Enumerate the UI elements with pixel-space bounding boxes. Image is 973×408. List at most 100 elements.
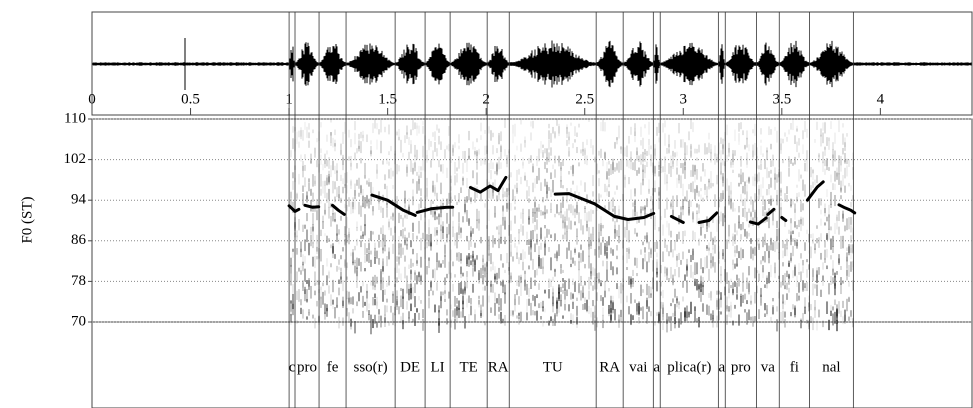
- spectrogram-cell: [832, 142, 834, 150]
- spectrogram-cell: [518, 228, 520, 234]
- spectrogram-cell: [646, 235, 648, 244]
- spectrogram-cell: [846, 298, 848, 312]
- spectrogram-cell: [300, 130, 302, 140]
- spectrogram-cell: [454, 175, 456, 186]
- spectrogram-cell: [488, 126, 490, 134]
- spectrogram-cell: [822, 320, 824, 328]
- spectrogram-cell: [732, 236, 734, 241]
- spectrogram-cell: [418, 175, 420, 184]
- spectrogram-cell: [750, 300, 752, 305]
- spectrogram-cell: [472, 228, 474, 234]
- spectrogram-cell: [672, 209, 674, 217]
- spectrogram-cell: [530, 121, 532, 127]
- spectrogram-cell: [384, 183, 386, 190]
- spectrogram-cell: [412, 163, 414, 173]
- spectrogram-cell: [684, 162, 686, 171]
- spectrogram-cell: [844, 167, 846, 179]
- spectrogram-cell: [512, 188, 514, 201]
- spectrogram-cell: [414, 270, 416, 275]
- spectrogram-cell: [300, 270, 302, 275]
- spectrogram-cell: [832, 306, 834, 311]
- spectrogram-cell: [592, 226, 594, 235]
- spectrogram-cell: [604, 245, 606, 255]
- spectrogram-cell: [344, 184, 346, 189]
- spectrogram-cell: [796, 128, 798, 132]
- spectrogram-cell: [612, 249, 614, 256]
- spectrogram-cell: [794, 203, 796, 213]
- spectrogram-cell: [444, 255, 446, 268]
- spectrogram-cell: [408, 288, 410, 301]
- spectrogram-cell: [314, 180, 316, 185]
- spectrogram-cell: [784, 243, 786, 257]
- spectrogram-cell: [538, 254, 540, 267]
- spectrogram-cell: [516, 252, 518, 260]
- spectrogram-cell: [420, 256, 422, 268]
- spectrogram-cell: [666, 313, 668, 324]
- spectrogram-cell: [660, 167, 662, 174]
- spectrogram-cell: [546, 168, 548, 173]
- spectrogram-cell: [814, 248, 816, 254]
- spectrogram-cell: [832, 149, 834, 159]
- spectrogram-cell: [602, 319, 604, 329]
- spectrogram-cell: [560, 211, 562, 219]
- spectrogram-cell: [290, 304, 292, 316]
- spectrogram-cell: [642, 206, 644, 211]
- spectrogram-cell: [504, 236, 506, 245]
- spectrogram-cell: [290, 300, 292, 304]
- spectrogram-cell: [308, 278, 310, 287]
- spectrogram-cell: [790, 218, 792, 232]
- spectrogram-cell: [850, 310, 852, 320]
- spectrogram-cell: [476, 138, 478, 143]
- spectrogram-cell: [600, 122, 602, 132]
- spectrogram-cell: [616, 163, 618, 171]
- spectrogram-cell: [664, 272, 666, 277]
- spectrogram-cell: [690, 170, 692, 177]
- spectrogram-cell: [324, 153, 326, 165]
- spectrogram-cell: [566, 139, 568, 146]
- spectrogram-cell: [406, 208, 408, 219]
- spectrogram-cell: [520, 276, 522, 284]
- spectrogram-cell: [366, 299, 368, 312]
- spectrogram-cell: [580, 252, 582, 263]
- spectrogram-cell: [498, 188, 500, 195]
- x-tick-label: 0.5: [181, 91, 200, 107]
- spectrogram-cell: [492, 162, 494, 170]
- spectrogram-cell: [790, 122, 792, 130]
- spectrogram-cell: [336, 233, 338, 242]
- spectrogram-cell: [302, 282, 304, 288]
- spectrogram-cell: [334, 181, 336, 190]
- spectrogram-cell: [324, 209, 326, 214]
- x-tick-label: 4: [877, 91, 885, 107]
- spectrogram-cell: [576, 146, 578, 154]
- spectrogram-cell: [764, 159, 766, 170]
- spectrogram-cell: [688, 131, 690, 141]
- spectrogram-cell: [382, 261, 384, 275]
- spectrogram-cell: [840, 155, 842, 166]
- spectrogram-cell: [344, 203, 346, 209]
- spectrogram-cell: [820, 209, 822, 215]
- spectrogram-cell: [796, 242, 798, 249]
- spectrogram-cell: [850, 310, 852, 317]
- spectrogram-cell: [454, 195, 456, 200]
- spectrogram-cell: [834, 170, 836, 182]
- spectrogram-cell: [808, 295, 810, 301]
- spectrogram-cell: [444, 149, 446, 159]
- spectrogram-cell: [340, 267, 342, 272]
- spectrogram-cell: [354, 152, 356, 161]
- spectrogram-cell: [590, 138, 592, 149]
- spectrogram-cell: [506, 202, 508, 209]
- spectrogram-cell: [740, 293, 742, 297]
- spectrogram-cell: [608, 304, 610, 314]
- spectrogram-cell: [660, 158, 662, 168]
- spectrogram-cell: [398, 252, 400, 260]
- spectrogram-cell: [558, 211, 560, 216]
- spectrogram-cell: [560, 286, 562, 293]
- spectrogram-cell: [498, 306, 500, 312]
- spectrogram-cell: [720, 211, 722, 222]
- spectrogram-cell: [604, 122, 606, 132]
- spectrogram-cell: [734, 129, 736, 142]
- spectrogram-cell: [692, 211, 694, 220]
- spectrogram-cell: [500, 309, 502, 317]
- spectrogram-cell: [542, 266, 544, 275]
- spectrogram-cell: [440, 218, 442, 230]
